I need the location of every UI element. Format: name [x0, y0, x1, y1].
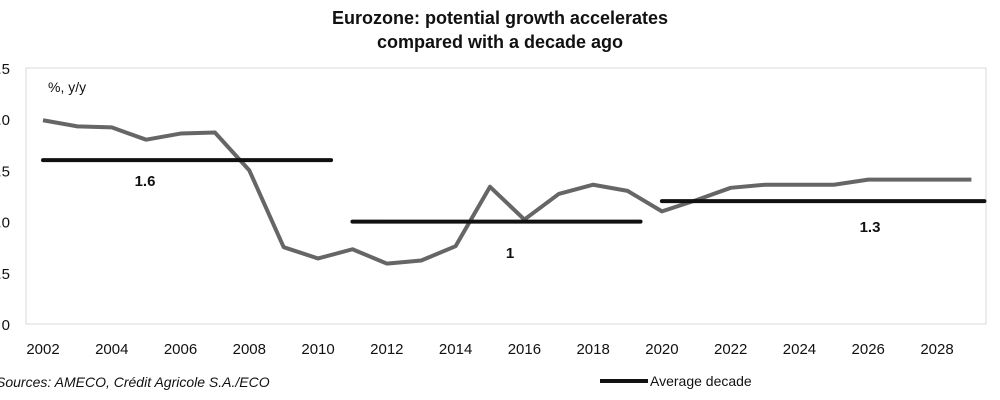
legend-label: Average decade — [650, 373, 752, 389]
source-note: Sources: AMECO, Crédit Agricole S.A./ECO — [0, 374, 270, 390]
legend-swatch — [600, 379, 648, 383]
y-tick-label: 0.5 — [0, 266, 10, 283]
legend: Average decade — [600, 373, 752, 389]
x-tick-label: 2012 — [370, 341, 403, 358]
average-label: 1 — [506, 245, 514, 262]
chart-title: Eurozone: potential growth accelerates c… — [0, 6, 1000, 54]
x-tick-label: 2008 — [233, 341, 266, 358]
title-line-2: compared with a decade ago — [376, 32, 624, 52]
y-tick-label: 2.0 — [0, 112, 10, 129]
average-label: 1.6 — [135, 173, 156, 190]
y-axis-label: %, y/y — [48, 79, 86, 95]
x-tick-label: 2006 — [164, 341, 197, 358]
x-tick-label: 2022 — [714, 341, 747, 358]
x-tick-label: 2014 — [439, 341, 472, 358]
x-tick-label: 2004 — [95, 341, 128, 358]
x-tick-label: 2016 — [508, 341, 541, 358]
plot-area — [25, 67, 987, 325]
x-tick-label: 2024 — [783, 341, 816, 358]
y-tick-label: 0 — [2, 317, 10, 334]
x-tick-label: 2010 — [301, 341, 334, 358]
x-tick-label: 2018 — [576, 341, 609, 358]
x-tick-label: 2020 — [645, 341, 678, 358]
y-tick-label: 1.0 — [0, 215, 10, 232]
title-line-1: Eurozone: potential growth accelerates — [331, 8, 669, 28]
y-tick-label: 1.5 — [0, 163, 10, 180]
y-tick-label: 2.5 — [0, 61, 10, 78]
average-label: 1.3 — [860, 219, 881, 236]
x-tick-label: 2028 — [920, 341, 953, 358]
series-line — [42, 118, 972, 266]
x-tick-label: 2002 — [26, 341, 59, 358]
x-tick-label: 2026 — [852, 341, 885, 358]
